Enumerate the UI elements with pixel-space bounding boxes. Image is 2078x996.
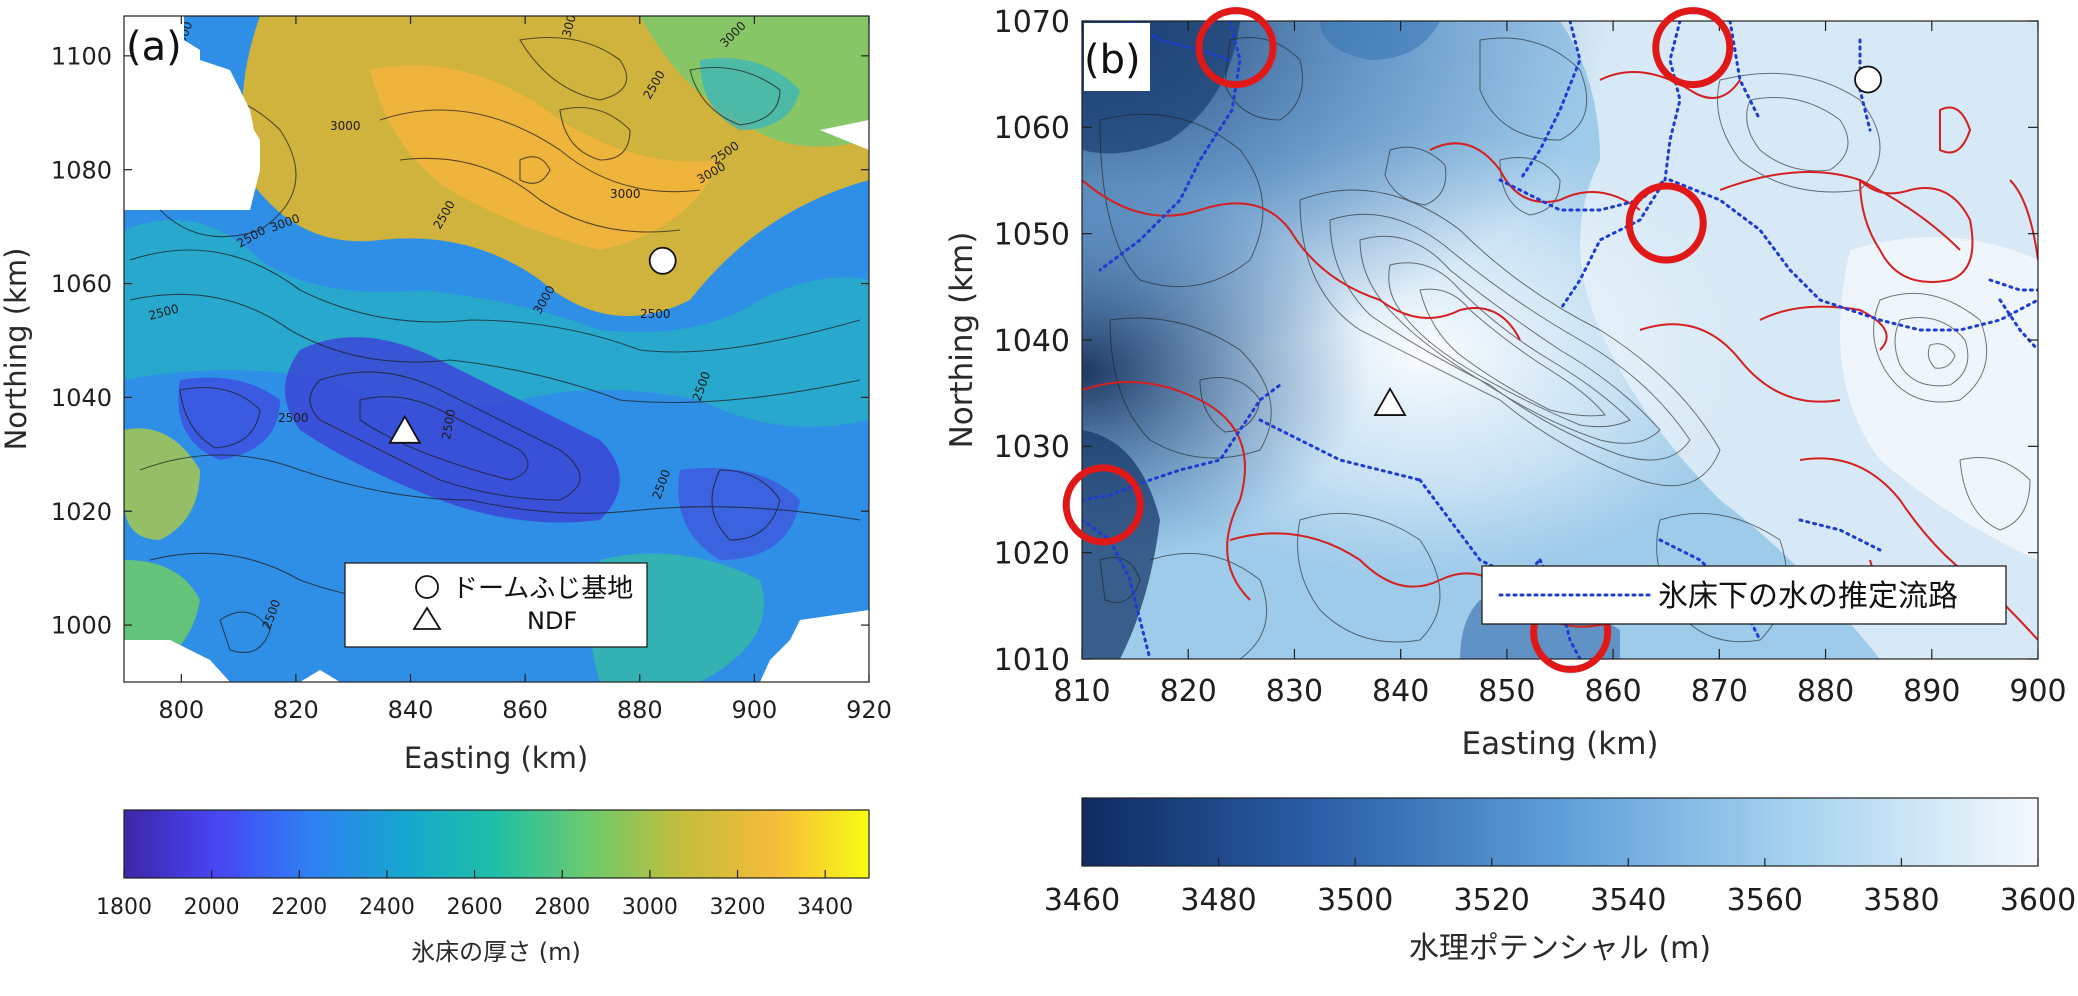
x-tick-label: 880 bbox=[617, 696, 663, 724]
colorbar-tick-label: 2600 bbox=[447, 895, 503, 920]
y-tick-label: 1070 bbox=[994, 5, 1070, 40]
colorbar-tick-label: 3480 bbox=[1180, 883, 1256, 918]
x-tick-label: 920 bbox=[846, 696, 892, 724]
panel-a: 3000 3000 3000 3000 3000 3000 3000 3000 … bbox=[0, 15, 892, 966]
colorbar-gradient-b bbox=[1081, 797, 2039, 867]
x-tick-label: 870 bbox=[1691, 674, 1748, 709]
contour-label: 3000 bbox=[610, 187, 641, 201]
colorbar-tick-label: 3200 bbox=[710, 895, 766, 920]
x-tick-label: 810 bbox=[1053, 674, 1110, 709]
x-tick-label: 800 bbox=[158, 696, 204, 724]
x-tick-label: 890 bbox=[1903, 674, 1960, 709]
colorbar-tick-label: 2000 bbox=[184, 895, 240, 920]
x-tick-label: 900 bbox=[2009, 674, 2066, 709]
x-tick-label: 840 bbox=[388, 696, 434, 724]
colorbar-b: 3460 3480 3500 3520 3540 3560 3580 3600 水理ポテンシャ… bbox=[1044, 797, 2076, 966]
colorbar-a: 1800 2000 2200 2400 2600 2800 3000 3200 3400 氷床の… bbox=[96, 809, 870, 966]
x-tick-label: 830 bbox=[1266, 674, 1323, 709]
axis-ticks-b: 810 820 830 840 850 860 870 880 890 900 1010 1020 10… bbox=[994, 5, 2067, 709]
y-tick-label: 1040 bbox=[994, 324, 1070, 359]
y-tick-label: 1050 bbox=[994, 217, 1070, 252]
colorbar-tick-label: 2800 bbox=[534, 895, 590, 920]
potential-field bbox=[1082, 21, 2038, 659]
contour-lines-a bbox=[129, 36, 861, 654]
y-axis-title-b: Northing (km) bbox=[944, 232, 980, 449]
x-tick-label: 900 bbox=[731, 696, 777, 724]
panel-label-a: (a) bbox=[126, 24, 182, 70]
colorbar-ticks-a: 1800 2000 2200 2400 2600 2800 3000 3200 3400 bbox=[96, 870, 853, 920]
y-tick-label: 1010 bbox=[994, 643, 1070, 678]
highlight-circles-b bbox=[1062, 7, 1734, 673]
y-tick-label: 1020 bbox=[51, 498, 112, 526]
legend-triangle-symbol bbox=[412, 606, 442, 630]
contour-label: 2500 bbox=[640, 307, 671, 321]
contour-label: 2500 bbox=[439, 408, 458, 441]
legend-box-a bbox=[344, 562, 648, 648]
highlight-circle bbox=[1195, 7, 1277, 89]
colorbar-tick-label: 2400 bbox=[359, 895, 415, 920]
colorbar-tick-label: 3000 bbox=[622, 895, 678, 920]
y-tick-label: 1060 bbox=[994, 111, 1070, 146]
colorbar-tick-label: 3400 bbox=[797, 895, 853, 920]
markers-a bbox=[388, 246, 677, 444]
colorbar-label-b: 水理ポテンシャル (m) bbox=[1409, 931, 1711, 966]
axis-ticks-a: 800 820 840 860 880 900 920 1000 1020 1040 1060 108… bbox=[51, 16, 892, 724]
y-axis-title-a: Northing (km) bbox=[0, 248, 33, 451]
panel-label-b: (b) bbox=[1084, 37, 1141, 83]
panel-b: 810 820 830 840 850 860 870 880 890 900 1010 1020 10… bbox=[944, 5, 2076, 966]
x-tick-label: 820 bbox=[273, 696, 319, 724]
y-tick-label: 1040 bbox=[51, 384, 112, 412]
x-tick-label: 820 bbox=[1160, 674, 1217, 709]
dome-fuji-marker bbox=[1854, 65, 1882, 94]
thickness-field: 3000 3000 3000 3000 3000 3000 3000 3000 … bbox=[124, 16, 869, 682]
y-tick-label: 1030 bbox=[994, 430, 1070, 465]
colorbar-tick-label: 3560 bbox=[1727, 883, 1803, 918]
x-tick-label: 860 bbox=[1584, 674, 1641, 709]
colorbar-tick-label: 3580 bbox=[1863, 883, 1939, 918]
highlight-circle bbox=[1062, 464, 1144, 546]
legend-a: ドームふじ基地 NDF bbox=[344, 562, 648, 648]
legend-label-ndf: NDF bbox=[527, 607, 577, 635]
colorbar-tick-label: 3500 bbox=[1317, 883, 1393, 918]
colorbar-tick-label: 1800 bbox=[96, 895, 152, 920]
ndf-marker bbox=[1373, 386, 1407, 416]
colorbar-tick-label: 3600 bbox=[2000, 883, 2076, 918]
contour-label: 2500 bbox=[278, 411, 309, 425]
highlight-circle bbox=[1625, 182, 1707, 264]
colorbar-ticks-b: 3460 3480 3500 3520 3540 3560 3580 3600 bbox=[1044, 858, 2076, 918]
legend-b: 氷床下の水の推定流路 bbox=[1481, 565, 2007, 625]
y-tick-label: 1000 bbox=[51, 612, 112, 640]
panel-label-box-b bbox=[1084, 23, 1150, 91]
colorbar-tick-label: 3540 bbox=[1590, 883, 1666, 918]
dome-fuji-marker bbox=[648, 246, 677, 275]
x-tick-label: 860 bbox=[502, 696, 548, 724]
x-tick-label: 840 bbox=[1372, 674, 1429, 709]
colorbar-tick-label: 2200 bbox=[271, 895, 327, 920]
x-axis-title-b: Easting (km) bbox=[1461, 726, 1658, 762]
y-tick-label: 1100 bbox=[51, 42, 112, 70]
contour-label: 3000 bbox=[330, 119, 361, 133]
colorbar-label-a: 氷床の厚さ (m) bbox=[411, 938, 581, 966]
y-tick-label: 1020 bbox=[994, 536, 1070, 571]
no-data-areas bbox=[124, 16, 869, 682]
ndf-marker bbox=[388, 414, 422, 444]
highlight-circle bbox=[1652, 7, 1734, 89]
colorbar-tick-label: 3520 bbox=[1454, 883, 1530, 918]
y-tick-label: 1080 bbox=[51, 156, 112, 184]
x-tick-label: 880 bbox=[1797, 674, 1854, 709]
colorbar-tick-label: 3460 bbox=[1044, 883, 1120, 918]
legend-circle-symbol bbox=[415, 575, 439, 599]
y-tick-label: 1060 bbox=[51, 270, 112, 298]
x-tick-label: 850 bbox=[1478, 674, 1535, 709]
legend-label-flow-path: 氷床下の水の推定流路 bbox=[1658, 579, 1958, 614]
plot-frame-a bbox=[123, 15, 870, 683]
legend-label-dome-fuji: ドームふじ基地 bbox=[452, 574, 633, 604]
markers-b bbox=[1373, 65, 1882, 416]
x-axis-title-a: Easting (km) bbox=[404, 741, 588, 775]
colorbar-gradient-a bbox=[123, 809, 870, 879]
